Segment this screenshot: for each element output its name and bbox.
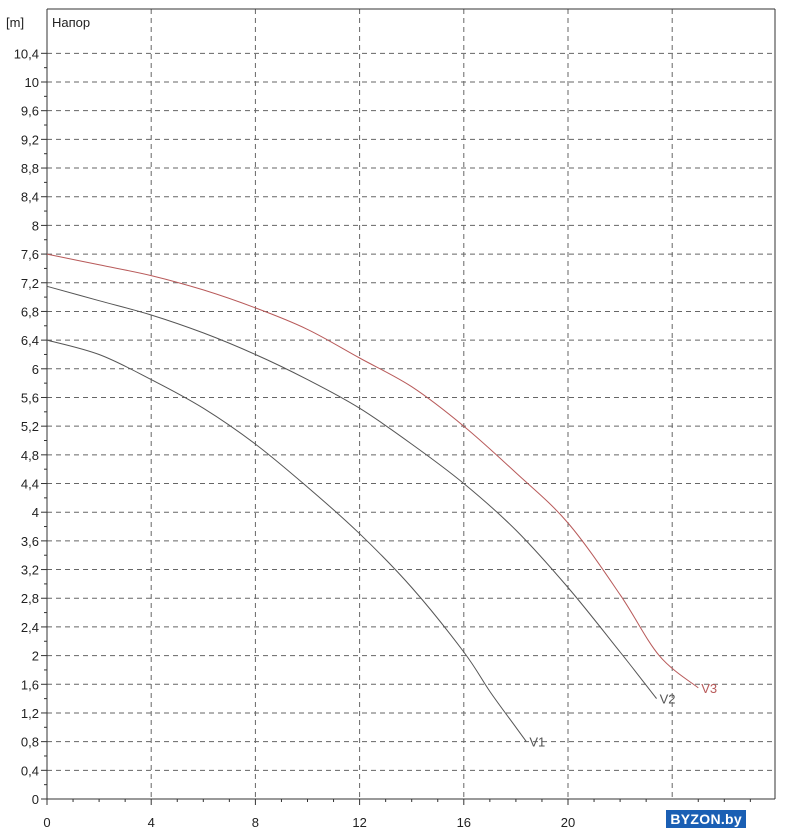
series-label-v3: V3 <box>701 681 717 696</box>
y-tick-label: 9,2 <box>21 132 39 147</box>
axes: 0 0,4 0,8 1,2 1,6 2 2,4 2,8 3,2 3,6 4 4,4 4,8 5,2 5,6 6… <box>14 8 776 830</box>
y-tick-label: 9,6 <box>21 104 39 119</box>
x-tick-label: 4 <box>148 815 155 830</box>
y-tick-label: 2,4 <box>21 620 39 635</box>
y-tick-label: 3,2 <box>21 563 39 578</box>
x-tick-label: 20 <box>561 815 575 830</box>
x-tick-label: 8 <box>252 815 259 830</box>
y-tick-label: 7,6 <box>21 247 39 262</box>
series-line-v1 <box>46 339 527 742</box>
y-tick-label: 6,8 <box>21 304 39 319</box>
y-tick-label: 10,4 <box>14 46 39 61</box>
y-tick-label: 0,4 <box>21 763 39 778</box>
y-tick-label: 6,4 <box>21 333 39 348</box>
y-tick-label: 1,2 <box>21 706 39 721</box>
x-tick-label: 0 <box>43 815 50 830</box>
x-tick-label: 16 <box>457 815 471 830</box>
y-tick-label: 8,8 <box>21 161 39 176</box>
y-tick-label: 4,8 <box>21 448 39 463</box>
y-tick-label: 5,2 <box>21 419 39 434</box>
y-axis-unit: [m] <box>6 15 24 30</box>
y-tick-label: 2 <box>32 649 39 664</box>
y-axis-title: Напор <box>52 15 90 30</box>
x-tick-label: 12 <box>352 815 366 830</box>
grid <box>47 9 775 799</box>
y-tick-label: 1,6 <box>21 677 39 692</box>
watermark-logo: BYZON.by <box>666 810 746 828</box>
y-tick-label: 4 <box>32 505 39 520</box>
y-tick-label: 2,8 <box>21 591 39 606</box>
y-tick-label: 6 <box>32 362 39 377</box>
series: V1 V2 V3 <box>46 253 717 750</box>
series-line-v2 <box>46 285 657 699</box>
y-tick-label: 0 <box>32 792 39 807</box>
y-tick-label: 8,4 <box>21 190 39 205</box>
y-tick-label: 8 <box>32 218 39 233</box>
y-tick-label: 4,4 <box>21 477 39 492</box>
y-tick-label: 3,6 <box>21 534 39 549</box>
series-line-v3 <box>46 253 699 689</box>
series-label-v2: V2 <box>660 692 676 707</box>
y-tick-label: 0,8 <box>21 735 39 750</box>
y-tick-label: 10 <box>25 75 39 90</box>
y-tick-label: 7,2 <box>21 276 39 291</box>
series-label-v1: V1 <box>529 735 545 750</box>
y-tick-label: 5,6 <box>21 390 39 405</box>
